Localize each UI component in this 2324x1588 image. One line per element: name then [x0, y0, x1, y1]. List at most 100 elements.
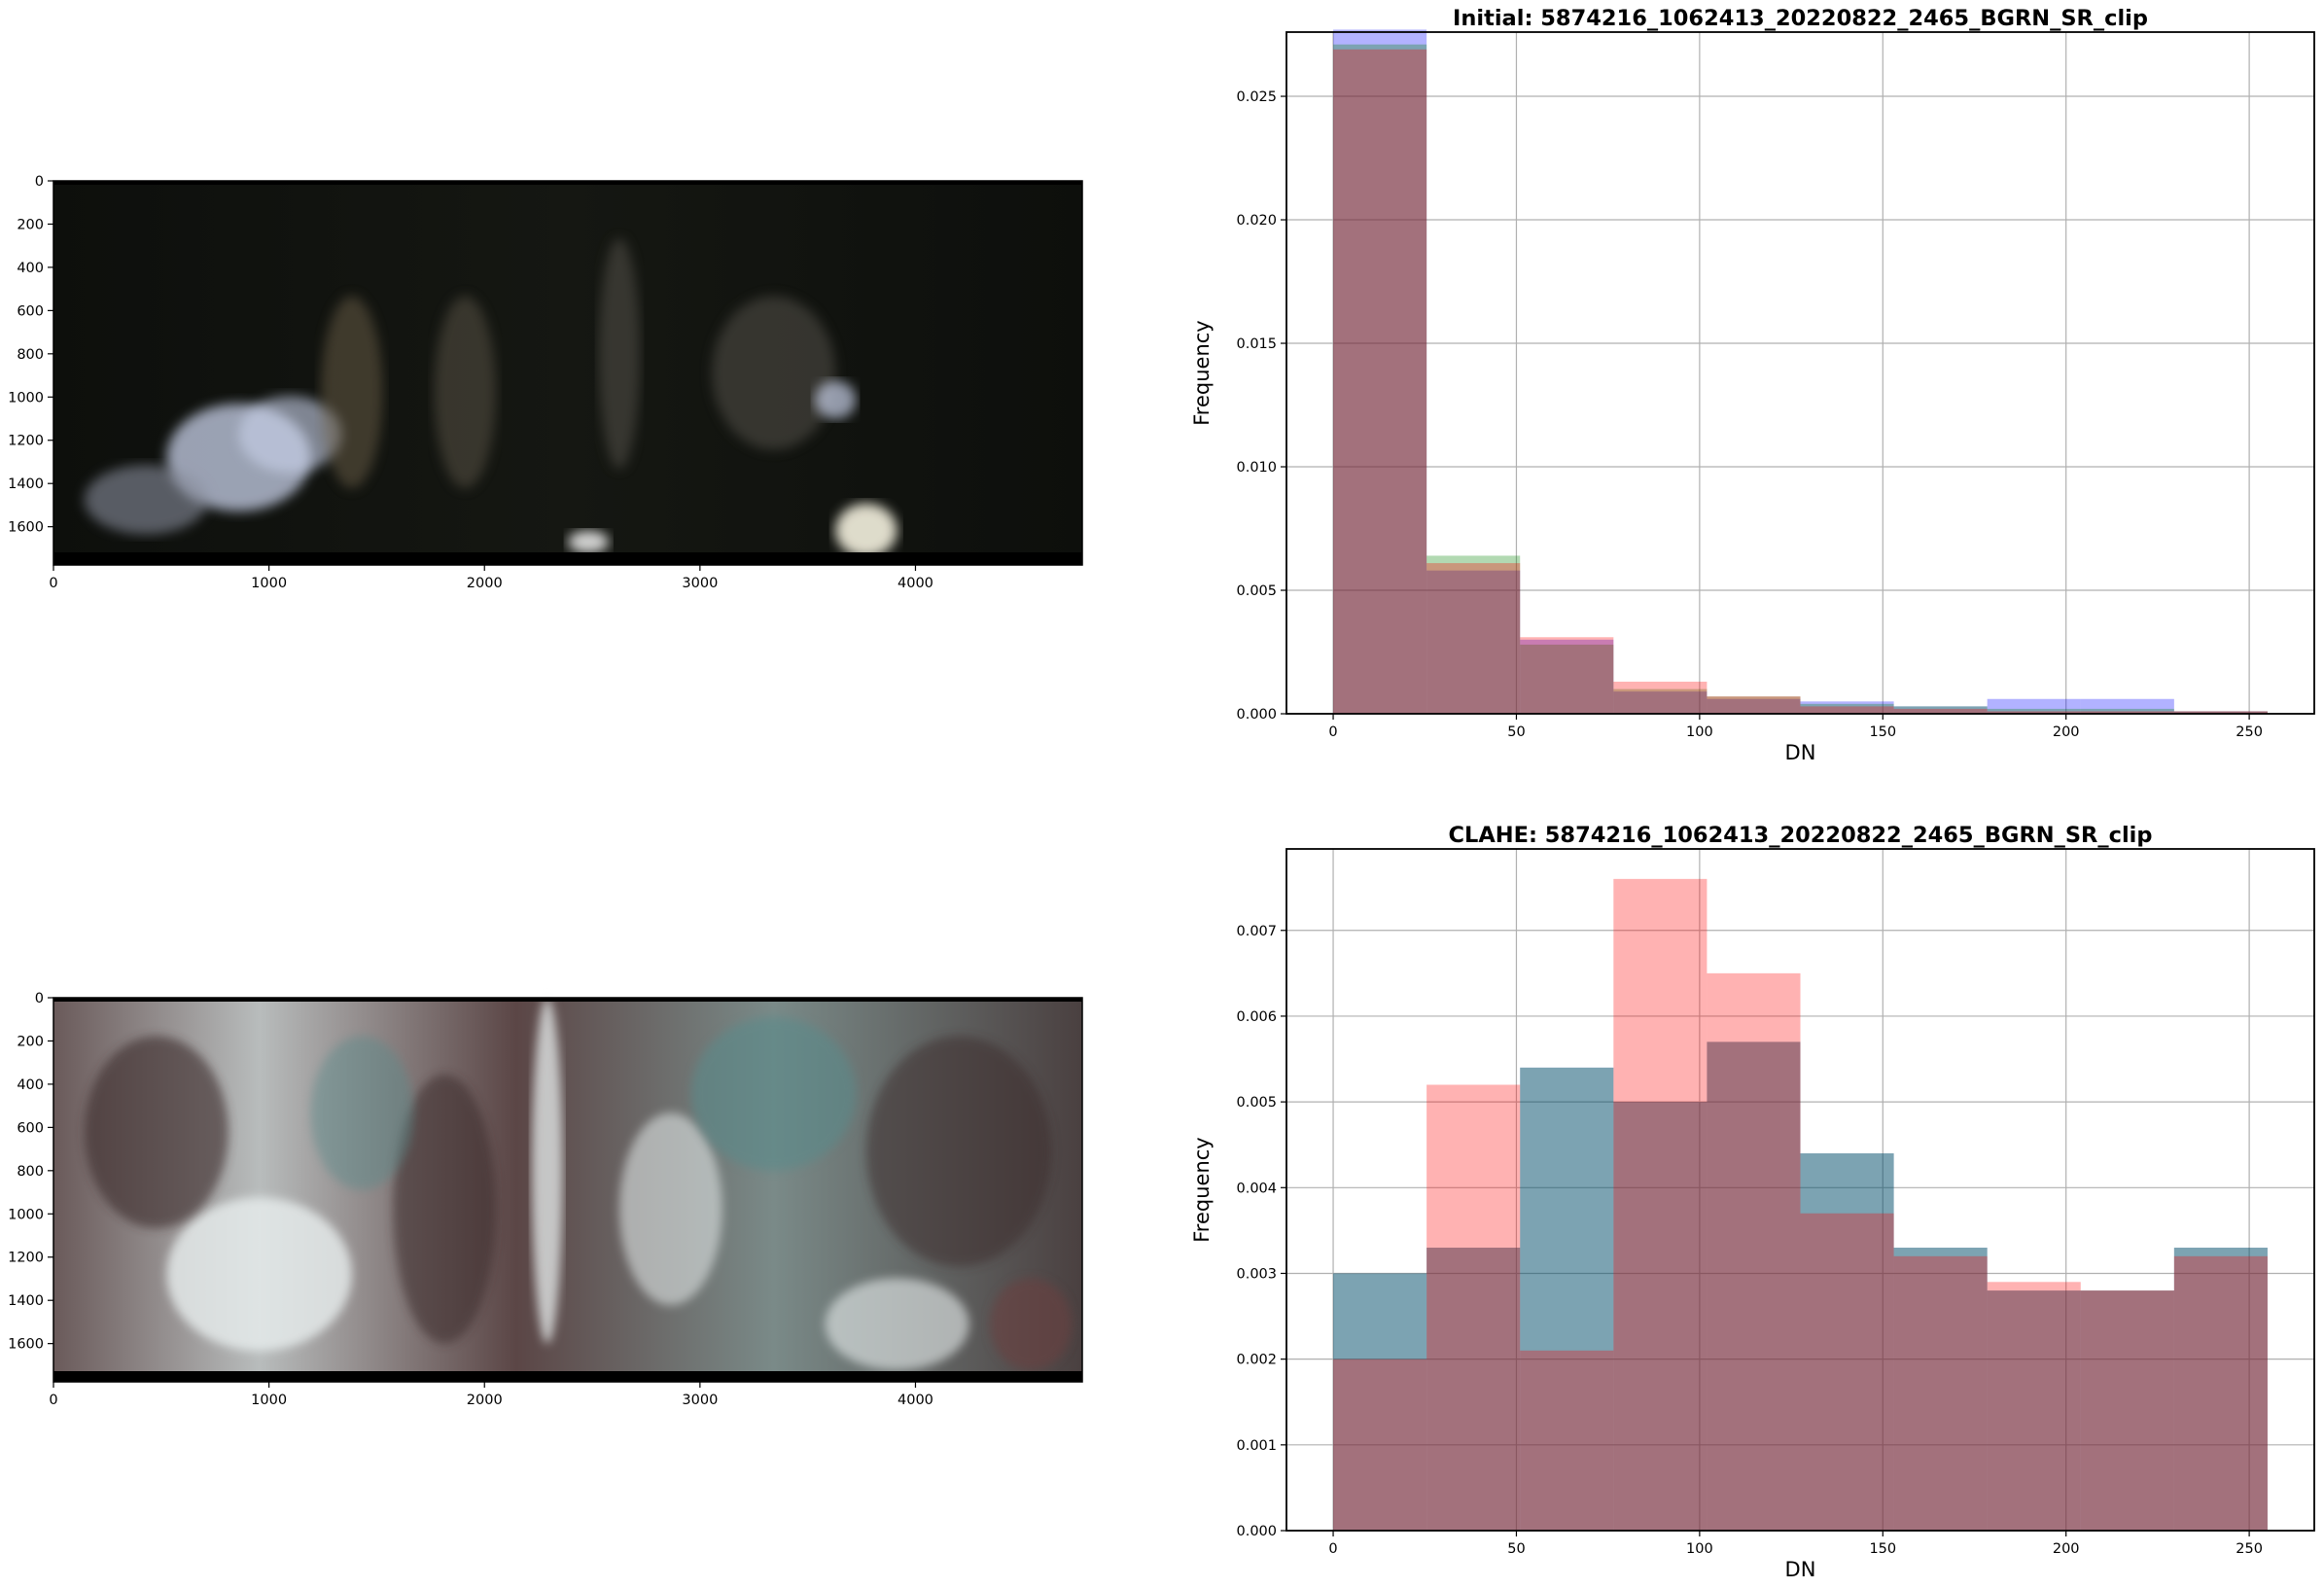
- image-frame: [53, 180, 1083, 566]
- terrain-feature: [598, 238, 641, 470]
- histogram-bar: [1613, 691, 1708, 714]
- terrain-feature: [825, 1278, 969, 1371]
- histogram-bar: [2173, 711, 2268, 714]
- y-tick-label: 1600: [8, 1337, 44, 1353]
- x-tick-label: 1000: [251, 576, 287, 591]
- histogram-bar: [1987, 708, 2081, 714]
- histogram-bar: [1800, 706, 1894, 714]
- x-tick-label: 150: [1869, 724, 1896, 740]
- nodata-band: [53, 998, 1082, 1002]
- histogram-bar: [2080, 698, 2174, 714]
- y-tick-label: 200: [17, 1034, 44, 1049]
- x-tick-label: 200: [2053, 724, 2080, 740]
- x-tick-label: 2000: [467, 576, 503, 591]
- histogram-bar: [1333, 1359, 1427, 1531]
- terrain-feature: [434, 296, 496, 488]
- histogram-bar: [1987, 1290, 2081, 1531]
- y-tick-label: 800: [17, 347, 44, 363]
- series-2: [1333, 878, 2268, 1531]
- histogram-bar: [2173, 711, 2268, 714]
- x-tick-label: 3000: [682, 576, 718, 591]
- x-tick-label: 50: [1507, 1541, 1525, 1557]
- histogram-bar: [1707, 696, 1801, 714]
- histogram-bar: [1893, 1248, 1988, 1531]
- image-frame: [53, 997, 1083, 1383]
- histogram-bar: [1893, 1255, 1988, 1531]
- histogram-bar: [1987, 698, 2081, 714]
- y-tick-label: 0: [35, 174, 44, 190]
- histogram-bar: [1333, 29, 1427, 714]
- y-tick-label: 0.020: [1236, 213, 1277, 229]
- histogram-bar: [1426, 1084, 1521, 1531]
- x-tick-label: 200: [2053, 1541, 2080, 1557]
- histogram-bar: [1987, 1282, 2081, 1531]
- x-tick-label: 0: [1328, 1541, 1337, 1557]
- y-tick-label: 1000: [8, 1207, 44, 1222]
- y-tick-label: 0.000: [1236, 1524, 1277, 1539]
- y-axis-label: Frequency: [1190, 1137, 1214, 1243]
- x-tick-label: 250: [2236, 1541, 2263, 1557]
- histogram-bar: [1613, 878, 1708, 1531]
- y-tick-label: 0.006: [1236, 1009, 1277, 1025]
- x-tick-label: 1000: [251, 1393, 287, 1408]
- nodata-band: [53, 181, 1082, 185]
- x-tick-label: 250: [2236, 724, 2263, 740]
- histogram-bar: [1333, 1273, 1427, 1531]
- terrain-feature: [568, 530, 610, 554]
- x-tick-label: 0: [49, 1393, 57, 1408]
- histogram-bar: [2080, 1290, 2174, 1531]
- x-tick-label: 100: [1686, 724, 1713, 740]
- terrain-feature: [865, 1036, 1052, 1267]
- series-2: [1333, 49, 2268, 714]
- histogram-bar: [2173, 1248, 2268, 1531]
- y-tick-label: 800: [17, 1164, 44, 1180]
- image-panel-2: 0 1000 2000 3000 4000 0 200 400 600 800 1000 1200 14…: [8, 991, 1083, 1408]
- x-tick-label: 50: [1507, 724, 1525, 740]
- histogram-bar: [1520, 637, 1614, 714]
- histogram-bar: [2173, 1255, 2268, 1531]
- y-axis-label: Frequency: [1190, 320, 1214, 426]
- y-tick-label: 0.004: [1236, 1181, 1277, 1196]
- histogram-bar: [2173, 711, 2268, 714]
- y-tick-label: 400: [17, 261, 44, 276]
- y-tick-label: 1600: [8, 520, 44, 536]
- x-axis-label: DN: [1785, 741, 1816, 764]
- y-tick-label: 1200: [8, 434, 44, 449]
- histogram-bar: [1987, 711, 2081, 714]
- x-tick-label: 0: [49, 576, 57, 591]
- image-panel-0: 0 1000 2000 3000 4000 0 200 400 600 800 1000 1200 14…: [8, 174, 1083, 591]
- plot-frame: [1285, 31, 2315, 715]
- histogram-bar: [1613, 1102, 1708, 1531]
- histogram-bar: [1613, 681, 1708, 714]
- histogram-bar: [1893, 706, 1988, 714]
- histogram-bar: [1333, 1273, 1427, 1531]
- histogram-bar: [1800, 1153, 1894, 1531]
- histogram-bar: [1613, 688, 1708, 714]
- histogram-bar: [1426, 570, 1521, 714]
- y-tick-label: 0.007: [1236, 924, 1277, 939]
- terrain-feature: [531, 998, 563, 1344]
- plot-frame: [1285, 848, 2315, 1532]
- histogram-bar: [2080, 1290, 2174, 1531]
- histogram-bar: [1987, 1290, 2081, 1531]
- y-tick-label: 0.003: [1236, 1266, 1277, 1282]
- histogram-bar: [1520, 1350, 1614, 1531]
- histogram-bar: [1800, 701, 1894, 714]
- nodata-band: [53, 552, 1082, 565]
- y-tick-label: 600: [17, 303, 44, 319]
- histogram-bar: [1707, 1041, 1801, 1531]
- y-tick-label: 1200: [8, 1251, 44, 1266]
- histogram-bar: [1520, 644, 1614, 714]
- histogram-bar: [1426, 1248, 1521, 1531]
- histogram-bar: [1800, 703, 1894, 714]
- y-tick-label: 1000: [8, 390, 44, 406]
- terrain-feature: [84, 465, 208, 535]
- terrain-feature: [618, 1112, 722, 1305]
- y-tick-label: 1400: [8, 476, 44, 492]
- histogram-bar: [1520, 639, 1614, 714]
- terrain-feature: [393, 1075, 496, 1344]
- histogram-bar: [1893, 708, 1988, 714]
- satellite-image-initial: [53, 181, 1082, 565]
- x-tick-label: 0: [1328, 724, 1337, 740]
- histogram-bar: [1800, 1153, 1894, 1531]
